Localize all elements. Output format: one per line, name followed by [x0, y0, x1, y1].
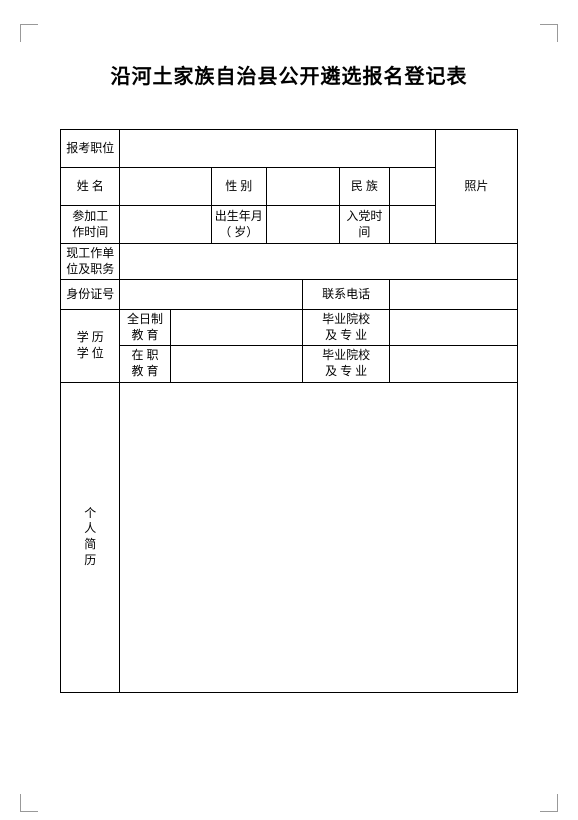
crop-mark-br — [540, 794, 558, 812]
value-fulltime-edu — [170, 310, 303, 346]
value-id-number — [120, 280, 303, 310]
value-name — [120, 168, 211, 206]
value-position — [120, 130, 435, 168]
label-party-time: 入党时间 — [339, 206, 389, 244]
label-grad-school2: 毕业院校及 专 业 — [303, 346, 390, 382]
label-education: 学 历学 位 — [61, 310, 120, 382]
registration-form-table: 报考职位 照片 姓 名 性 别 民 族 参加工作时间 出生年月（ 岁） 入党时间… — [60, 129, 518, 693]
page-title: 沿河土家族自治县公开遴选报名登记表 — [60, 60, 518, 89]
label-name: 姓 名 — [61, 168, 120, 206]
value-resume — [120, 382, 518, 692]
label-fulltime-edu: 全日制教 育 — [120, 310, 170, 346]
label-phone: 联系电话 — [303, 280, 390, 310]
value-gender — [266, 168, 339, 206]
label-resume: 个人简历 — [61, 382, 120, 692]
photo-cell: 照片 — [435, 130, 517, 244]
label-gender: 性 别 — [211, 168, 266, 206]
value-birth — [266, 206, 339, 244]
label-grad-school1: 毕业院校及 专 业 — [303, 310, 390, 346]
crop-mark-tl — [20, 24, 38, 42]
label-position: 报考职位 — [61, 130, 120, 168]
crop-mark-bl — [20, 794, 38, 812]
label-ethnicity: 民 族 — [339, 168, 389, 206]
label-work-time: 参加工作时间 — [61, 206, 120, 244]
value-work-time — [120, 206, 211, 244]
label-id-number: 身份证号 — [61, 280, 120, 310]
label-birth: 出生年月（ 岁） — [211, 206, 266, 244]
label-onjob-edu: 在 职教 育 — [120, 346, 170, 382]
crop-mark-tr — [540, 24, 558, 42]
value-phone — [389, 280, 517, 310]
value-onjob-edu — [170, 346, 303, 382]
value-ethnicity — [389, 168, 435, 206]
value-grad-school1 — [389, 310, 517, 346]
value-party-time — [389, 206, 435, 244]
value-current-unit — [120, 244, 518, 280]
value-grad-school2 — [389, 346, 517, 382]
label-current-unit: 现工作单位及职务 — [61, 244, 120, 280]
